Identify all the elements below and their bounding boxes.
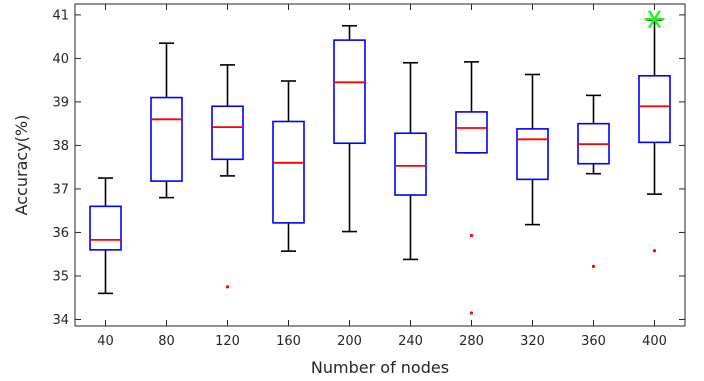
- outlier-280-1: [469, 311, 474, 315]
- x-axis-ticks: 40 80 120 160 200 240 280 320 360 400: [97, 4, 667, 349]
- box-group-280: [455, 61, 488, 315]
- box-160: [272, 120, 305, 224]
- y-tick-label-36: 36: [52, 226, 69, 241]
- outlier-400-0: [652, 249, 657, 253]
- box-120: [211, 105, 244, 161]
- box-group-360: [577, 94, 610, 268]
- y-tick-label-41: 41: [52, 8, 69, 23]
- y-tick-label-40: 40: [52, 52, 69, 67]
- box-200: [333, 39, 366, 145]
- box-80: [150, 96, 183, 182]
- box-group-120: [211, 64, 244, 289]
- x-axis-label: Number of nodes: [311, 358, 449, 377]
- outlier-280-0: [469, 233, 474, 238]
- box-group-160: [272, 80, 305, 252]
- outlier-360-0: [591, 264, 596, 268]
- box-group-80: [150, 42, 183, 199]
- plot-marks: [89, 10, 671, 315]
- x-tick-label-120: 120: [215, 334, 240, 349]
- y-axis-ticks: 34 35 36 37 38 39 40 41: [52, 8, 685, 328]
- box-group-240: [394, 61, 427, 261]
- x-tick-label-360: 360: [581, 334, 606, 349]
- x-tick-label-400: 400: [642, 334, 667, 349]
- y-tick-label-39: 39: [52, 95, 69, 110]
- box-group-40: [89, 177, 122, 295]
- x-tick-label-40: 40: [97, 334, 114, 349]
- x-tick-label-200: 200: [337, 334, 362, 349]
- best-marker-d2: [647, 10, 662, 29]
- box-280: [455, 111, 488, 154]
- box-group-200: [333, 24, 366, 233]
- y-tick-label-38: 38: [52, 139, 69, 154]
- x-tick-label-160: 160: [276, 334, 301, 349]
- y-tick-label-37: 37: [52, 182, 69, 197]
- x-tick-label-280: 280: [459, 334, 484, 349]
- box-240: [394, 132, 427, 196]
- box-group-320: [516, 73, 549, 226]
- outlier-120-0: [225, 285, 230, 289]
- box-40: [89, 205, 122, 251]
- best-marker: [644, 10, 665, 29]
- x-tick-label-80: 80: [158, 334, 175, 349]
- x-tick-label-240: 240: [398, 334, 423, 349]
- box-400: [638, 74, 671, 144]
- x-tick-label-320: 320: [520, 334, 545, 349]
- plot-frame: [74, 3, 686, 327]
- box-320: [516, 128, 549, 181]
- y-tick-label-34: 34: [52, 313, 69, 328]
- y-axis-label: Accuracy(%): [12, 115, 31, 216]
- y-tick-label-35: 35: [52, 269, 69, 284]
